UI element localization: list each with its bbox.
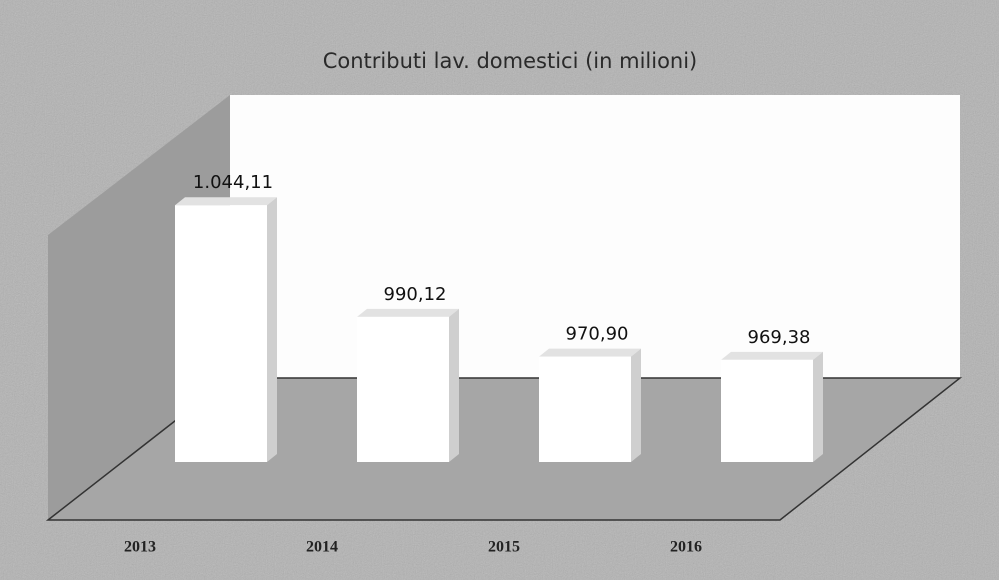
back-wall — [230, 95, 960, 378]
bar-side — [631, 348, 641, 462]
x-tick-label: 2016 — [670, 539, 702, 556]
value-label: 1.044,11 — [193, 172, 273, 193]
bar-side — [267, 197, 277, 462]
bar — [357, 316, 449, 462]
chart-title: Contributi lav. domestici (in milioni) — [323, 49, 698, 73]
plot-area: 1.044,11 2013 990,12 2014 970,90 2015 969,38 20… — [124, 172, 823, 556]
bar — [175, 205, 267, 462]
bar-top — [357, 308, 459, 317]
bar-top — [539, 348, 641, 357]
bar-side — [813, 351, 823, 462]
value-label: 969,38 — [748, 327, 811, 348]
x-tick-label: 2014 — [306, 539, 338, 556]
value-label: 970,90 — [566, 324, 629, 345]
x-tick-label: 2015 — [488, 539, 520, 556]
bar-top — [175, 197, 277, 206]
bar — [539, 356, 631, 462]
value-label: 990,12 — [384, 284, 447, 305]
bar-side — [449, 308, 459, 462]
bar-top — [721, 351, 823, 360]
x-tick-label: 2013 — [124, 539, 156, 556]
bar — [721, 359, 813, 462]
